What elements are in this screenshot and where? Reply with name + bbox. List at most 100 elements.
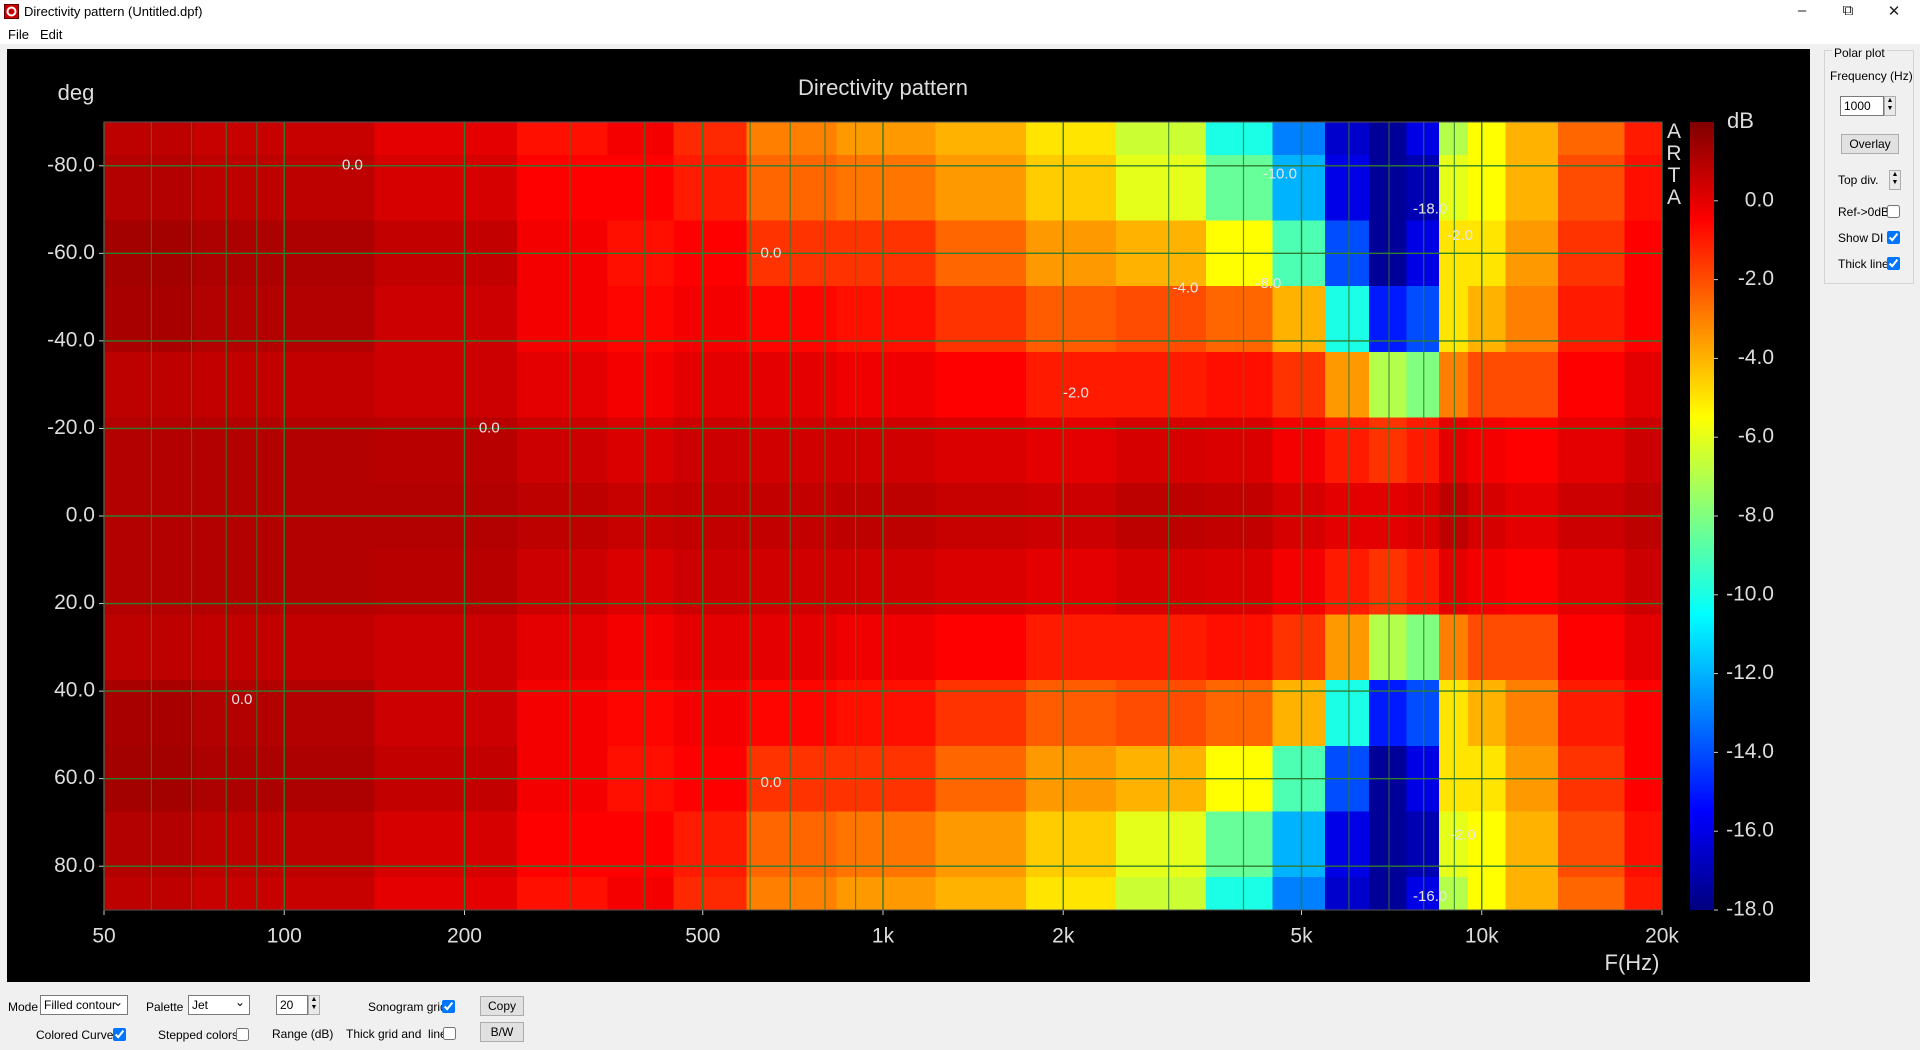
heatmap-cell xyxy=(1368,614,1407,681)
y-tick-label: 0.0 xyxy=(66,504,95,527)
heatmap-cell xyxy=(1325,286,1370,353)
checkbox[interactable] xyxy=(1887,257,1900,270)
frequency-label: Frequency (Hz) xyxy=(1830,69,1913,83)
checkbox[interactable] xyxy=(1887,205,1900,218)
heatmap-cell xyxy=(1468,680,1507,747)
checkbox[interactable] xyxy=(443,1027,456,1040)
app-icon xyxy=(4,4,19,19)
y-tick-label: 40.0 xyxy=(54,679,95,702)
heatmap-cell xyxy=(607,154,675,222)
menu-item[interactable]: File xyxy=(8,27,29,42)
heatmap-cell xyxy=(673,417,748,484)
heatmap-cell xyxy=(1115,614,1207,681)
restore-button[interactable]: ⧉ xyxy=(1842,2,1854,19)
heatmap-cell xyxy=(1368,548,1407,616)
heatmap-cell xyxy=(1624,680,1662,747)
y-tick-label: -40.0 xyxy=(47,328,95,351)
heatmap-cell xyxy=(836,154,937,222)
contour-label: 0.0 xyxy=(761,244,782,261)
heatmap-cell xyxy=(607,811,675,878)
heatmap-cell xyxy=(607,680,675,747)
range-spinner[interactable]: ▲ ▼ xyxy=(308,995,320,1015)
heatmap-cell xyxy=(673,877,748,910)
checkbox-label: Show DI xyxy=(1838,231,1884,245)
heatmap-cell xyxy=(1624,154,1662,222)
heatmap-cell xyxy=(104,614,195,681)
y-tick-label: -60.0 xyxy=(47,241,95,264)
x-tick-label: 1k xyxy=(872,925,895,948)
heatmap-cell xyxy=(1505,351,1559,419)
heatmap-cell xyxy=(1406,614,1440,681)
heatmap-cell xyxy=(673,614,748,681)
heatmap-cell xyxy=(517,811,608,878)
contour-label: 0.0 xyxy=(232,691,253,708)
range-input[interactable]: 20 xyxy=(276,995,308,1015)
heatmap-cell xyxy=(1468,548,1507,616)
heatmap-cell xyxy=(746,614,838,681)
checkbox[interactable] xyxy=(113,1028,126,1041)
close-button[interactable]: ✕ xyxy=(1887,3,1901,20)
grid xyxy=(103,122,1663,910)
heatmap-cell xyxy=(1505,877,1559,910)
heatmap-cell xyxy=(746,548,838,616)
heatmap-cell xyxy=(374,680,518,747)
heatmap-cell xyxy=(1025,614,1117,681)
heatmap-cell xyxy=(1368,122,1407,156)
heatmap-cell xyxy=(607,614,675,681)
group-title: Polar plot xyxy=(1832,46,1887,60)
heatmap-cell xyxy=(1325,614,1370,681)
palette-select[interactable]: Jet ⌄ xyxy=(188,995,250,1015)
overlay-button[interactable]: Overlay xyxy=(1841,134,1899,154)
bw-button[interactable]: B/W xyxy=(480,1022,524,1042)
colorbar-tick-label: -8.0 xyxy=(1738,504,1774,527)
heatmap-cell xyxy=(673,286,748,353)
top-div-spinner[interactable]: ▲ ▼ xyxy=(1889,170,1901,190)
checkbox[interactable] xyxy=(442,1000,455,1013)
heatmap-cell xyxy=(1272,811,1326,878)
heatmap-cell xyxy=(517,680,608,747)
copy-button[interactable]: Copy xyxy=(480,996,524,1016)
heatmap-cell xyxy=(746,811,838,878)
colorbar xyxy=(1690,122,1714,910)
colorbar-tick-label: 0.0 xyxy=(1745,188,1774,211)
frequency-spinner[interactable]: ▲ ▼ xyxy=(1884,96,1896,116)
heatmap-cell xyxy=(1368,154,1407,222)
heatmap-cell xyxy=(1206,811,1274,878)
heatmap-cell xyxy=(1468,351,1507,419)
heatmap-cell xyxy=(935,614,1027,681)
heatmap-cell xyxy=(1468,614,1507,681)
checkbox[interactable] xyxy=(1887,231,1900,244)
heatmap-cell xyxy=(1325,417,1370,484)
minimize-button[interactable]: – xyxy=(1797,2,1807,19)
heatmap-cell xyxy=(1206,877,1274,910)
checkbox-label: Stepped colors xyxy=(158,1028,239,1042)
heatmap-cell xyxy=(1115,548,1207,616)
checkbox[interactable] xyxy=(236,1028,249,1041)
heatmap-cell xyxy=(104,286,195,353)
heatmap-cell xyxy=(1272,351,1326,419)
heatmap-cell xyxy=(104,351,195,419)
heatmap-cell xyxy=(746,417,838,484)
x-tick-label: 50 xyxy=(92,925,115,948)
heatmap-cell xyxy=(935,351,1027,419)
contour-label: -2.0 xyxy=(1447,227,1473,244)
checkbox-label: Sonogram grid xyxy=(368,1000,447,1014)
heatmap-cell xyxy=(1325,154,1370,222)
contour-label: -18.0 xyxy=(1413,201,1447,218)
contour-label: 0.0 xyxy=(342,157,363,174)
heatmap-cell xyxy=(104,154,195,222)
heatmap-cell xyxy=(1558,877,1626,910)
frequency-input[interactable]: 1000 xyxy=(1840,96,1884,116)
heatmap-cell xyxy=(836,122,937,156)
chart-title: Directivity pattern xyxy=(798,75,968,100)
heatmap-cell xyxy=(607,548,675,616)
heatmap-cell xyxy=(374,811,518,878)
heatmap-cell xyxy=(1406,811,1440,878)
heatmap-cell xyxy=(1558,122,1626,156)
mode-select[interactable]: Filled contour ⌄ xyxy=(40,995,128,1015)
heatmap-cell xyxy=(836,680,937,747)
heatmap-cell xyxy=(673,122,748,156)
heatmap-cell xyxy=(1624,122,1662,156)
menu-item[interactable]: Edit xyxy=(40,27,63,42)
